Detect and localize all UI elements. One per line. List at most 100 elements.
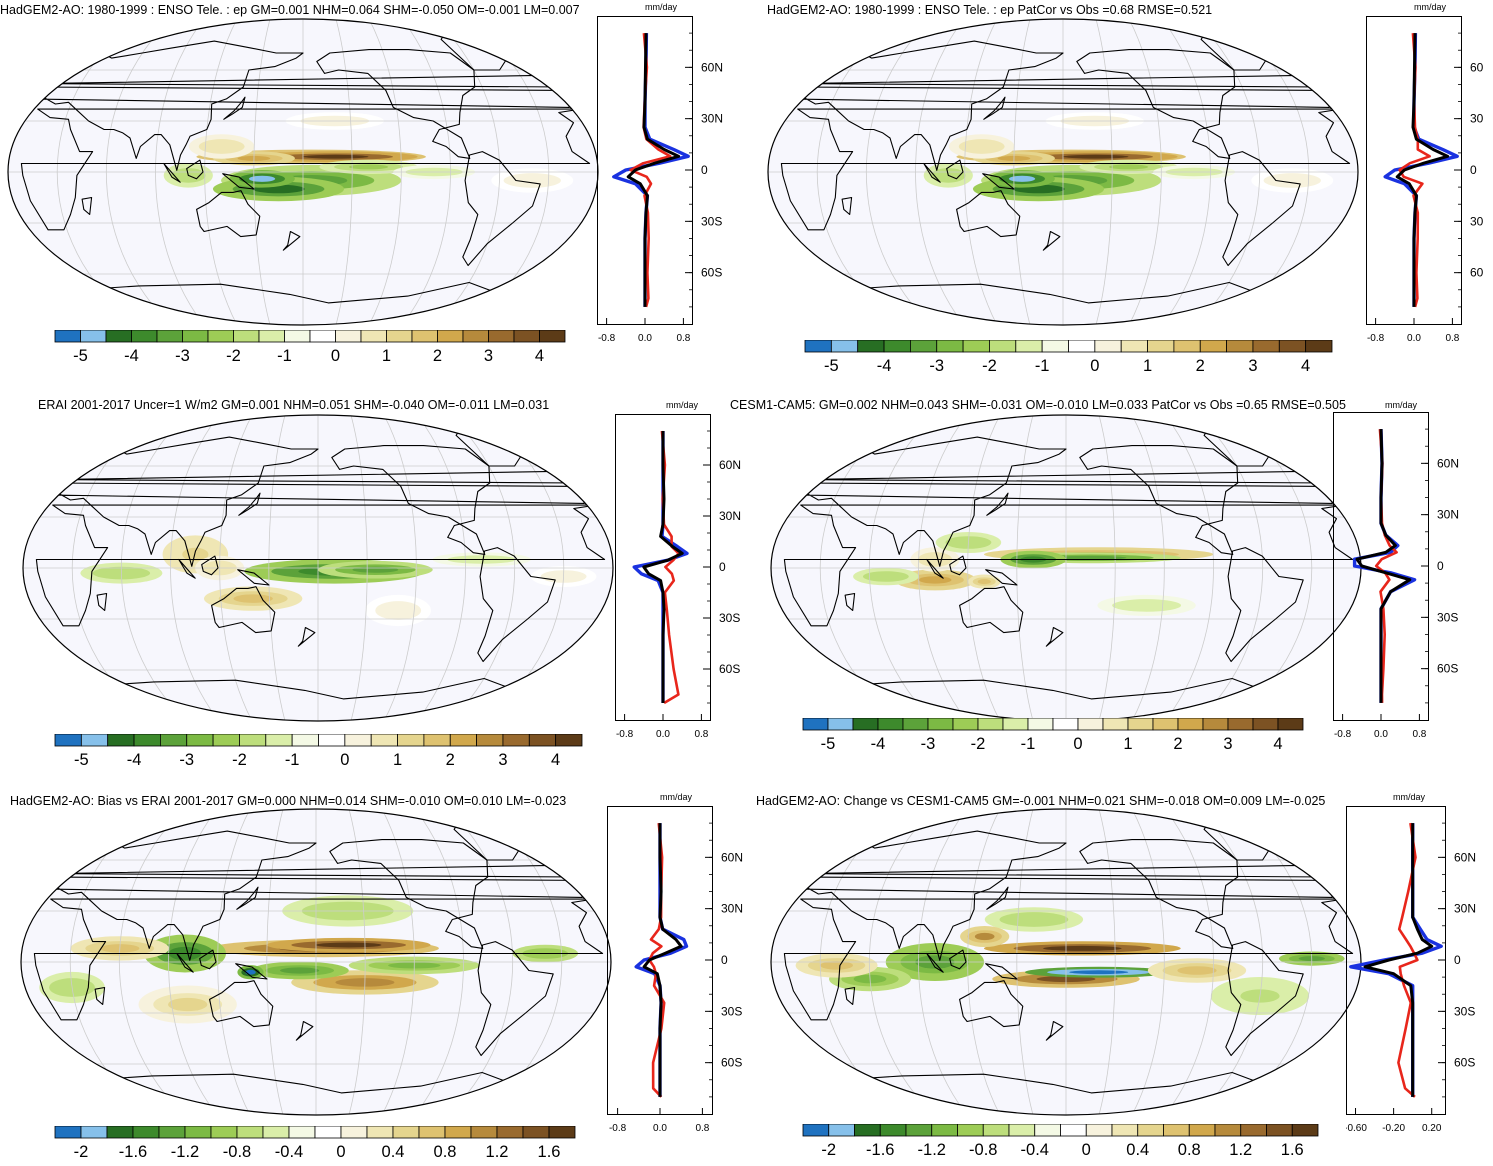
colorbar-swatch bbox=[186, 734, 214, 747]
coastline bbox=[39, 830, 583, 961]
longitude-gridline bbox=[348, 809, 366, 1115]
colorbar-swatch bbox=[54, 1126, 82, 1139]
map-border bbox=[20, 808, 612, 1116]
coastline bbox=[81, 196, 93, 216]
field-patch bbox=[1177, 966, 1217, 975]
longitude-gridline bbox=[71, 415, 154, 721]
zonal-mean-plot: 60N 30N 0 30S 60S -0.8 0.0 0.8 bbox=[607, 806, 743, 1134]
colorbar-label: 0 bbox=[1082, 1141, 1091, 1159]
colorbar-label: -2 bbox=[821, 1141, 836, 1159]
colorbar-swatch bbox=[1094, 340, 1122, 353]
coastline bbox=[986, 492, 1009, 516]
colorbar-swatch bbox=[804, 340, 832, 353]
colorbar-swatch bbox=[1034, 1124, 1061, 1137]
field-patch bbox=[385, 605, 412, 616]
coastline bbox=[163, 162, 181, 183]
y-tick-label: 30N bbox=[1437, 508, 1459, 522]
field-patch bbox=[1014, 915, 1054, 924]
colorbar-label: -3 bbox=[179, 751, 194, 769]
field-patch bbox=[968, 142, 995, 151]
colorbar-swatch bbox=[962, 340, 990, 353]
colorbar-swatch bbox=[857, 340, 885, 353]
colorbar-swatch bbox=[184, 1126, 212, 1139]
unit-label: mm/day bbox=[1385, 400, 1418, 410]
y-tick-label: 60S bbox=[1437, 662, 1458, 676]
coastline bbox=[41, 436, 585, 567]
field-patch bbox=[182, 547, 209, 562]
coastline bbox=[789, 436, 1333, 567]
longitude-gridline bbox=[56, 19, 139, 325]
robinson-map bbox=[22, 414, 614, 722]
field-patch bbox=[820, 961, 853, 970]
colorbar: -5-4-3-2-1012345 bbox=[804, 340, 1333, 375]
plot-frame bbox=[1346, 806, 1446, 1115]
colorbar-label: 4 bbox=[535, 347, 544, 365]
colorbar-swatch bbox=[1027, 718, 1054, 731]
colorbar-swatch bbox=[54, 330, 81, 343]
longitude-gridline bbox=[915, 19, 965, 325]
coastline bbox=[986, 886, 1009, 910]
colorbar-label: -1.2 bbox=[918, 1141, 946, 1159]
longitude-gridline bbox=[266, 809, 284, 1115]
coastline bbox=[176, 952, 194, 973]
colorbar-swatch bbox=[1120, 340, 1148, 353]
zonal-mean-plot: 60N 30N 0 30S 60S -0.60 -0.20 0.20 bbox=[1346, 806, 1476, 1134]
x-tick-label: -0.8 bbox=[1334, 729, 1352, 740]
colorbar-label: 3 bbox=[498, 751, 507, 769]
longitude-gridline bbox=[170, 415, 220, 721]
colorbar-label: 1 bbox=[1123, 735, 1132, 753]
coastline bbox=[923, 162, 941, 183]
longitude-gridline bbox=[816, 19, 899, 325]
coastline bbox=[982, 173, 1015, 190]
colorbar-swatch bbox=[423, 734, 451, 747]
x-tick-label: -0.8 bbox=[616, 729, 634, 740]
colorbar-swatch bbox=[802, 1124, 830, 1137]
longitude-gridline bbox=[1131, 809, 1165, 1115]
colorbar-swatch bbox=[1291, 1124, 1319, 1137]
colorbar-label: -2 bbox=[971, 735, 986, 753]
zonal-series-0 bbox=[1355, 429, 1412, 703]
colorbar-swatch bbox=[1002, 718, 1029, 731]
colorbar-swatch bbox=[989, 340, 1017, 353]
colorbar-label: -4 bbox=[877, 357, 892, 375]
field-patch bbox=[352, 566, 399, 573]
colorbar-swatch bbox=[1077, 718, 1104, 731]
longitude-gridline bbox=[416, 415, 466, 721]
longitude-gridline bbox=[217, 809, 251, 1115]
colorbar-swatch bbox=[366, 1126, 394, 1139]
colorbar-swatch bbox=[80, 1126, 108, 1139]
coastline bbox=[824, 677, 1308, 721]
y-tick-label: 0 bbox=[701, 163, 708, 177]
colorbar-swatch bbox=[370, 734, 398, 747]
colorbar-swatch bbox=[548, 1126, 576, 1139]
colorbar-swatch bbox=[927, 718, 954, 731]
y-tick-label: 30 bbox=[1470, 112, 1484, 126]
colorbar-label: -0.8 bbox=[223, 1143, 251, 1161]
colorbar-swatch bbox=[1041, 340, 1069, 353]
coastline bbox=[316, 49, 476, 159]
coastline bbox=[985, 963, 1018, 980]
coastline bbox=[780, 108, 1351, 231]
colorbar-label: 3 bbox=[1223, 735, 1232, 753]
colorbar-swatch bbox=[335, 330, 362, 343]
map-border bbox=[22, 414, 614, 722]
coastline bbox=[786, 40, 1330, 171]
colorbar-label: 0.8 bbox=[434, 1143, 457, 1161]
coastline bbox=[186, 159, 204, 180]
colorbar-swatch bbox=[1177, 718, 1204, 731]
plot-frame bbox=[615, 414, 711, 721]
y-tick-label: 30S bbox=[719, 611, 740, 625]
colorbar-label: 0 bbox=[336, 1143, 345, 1161]
map-border bbox=[767, 18, 1359, 326]
coastline bbox=[178, 558, 196, 579]
coastline bbox=[26, 40, 570, 171]
coastline bbox=[477, 547, 556, 663]
y-tick-label: 30S bbox=[1437, 610, 1458, 624]
field-patch bbox=[1008, 175, 1036, 182]
colorbar: -2-1.6-1.2-0.8-0.400.40.81.21.62 bbox=[802, 1124, 1319, 1159]
colorbar-label: -0.4 bbox=[1021, 1141, 1049, 1159]
colorbar-swatch bbox=[262, 1126, 290, 1139]
colorbar-swatch bbox=[462, 330, 489, 343]
coastline bbox=[295, 1020, 314, 1041]
colorbar-swatch bbox=[1202, 718, 1229, 731]
